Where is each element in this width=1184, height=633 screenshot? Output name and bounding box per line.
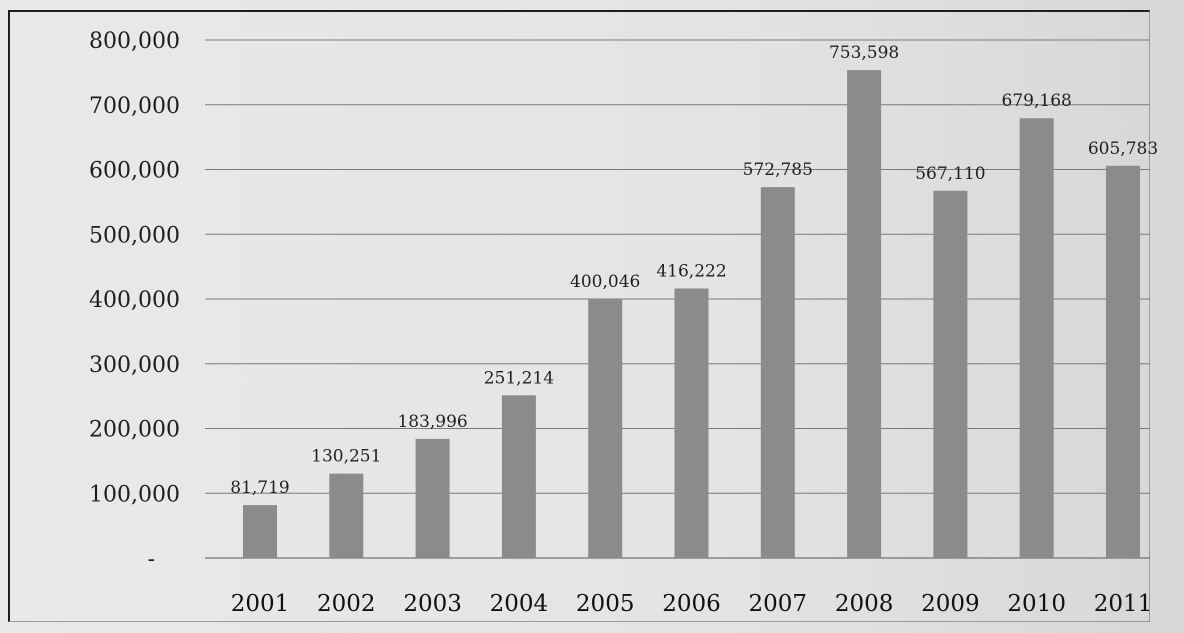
chart-frame xyxy=(8,10,1150,622)
bar-2001 xyxy=(243,505,277,558)
data-label-2007: 572,785 xyxy=(743,160,813,180)
bar-2006 xyxy=(674,288,709,558)
y-tick-label: 600,000 xyxy=(89,159,180,184)
y-tick-label: 300,000 xyxy=(89,353,180,378)
bar-2003 xyxy=(415,438,450,558)
x-tick-label-2003: 2003 xyxy=(403,591,462,617)
y-tick-label: - xyxy=(148,547,155,572)
bar-2010 xyxy=(1019,118,1054,559)
data-label-2003: 183,996 xyxy=(397,412,467,432)
x-tick-label-2004: 2004 xyxy=(490,591,549,617)
bar-2004 xyxy=(501,395,536,558)
x-tick-label-2006: 2006 xyxy=(662,591,721,617)
bar-2011 xyxy=(1106,165,1140,559)
data-label-2004: 251,214 xyxy=(484,368,554,388)
data-label-2006: 416,222 xyxy=(656,261,726,281)
bar-2002 xyxy=(329,473,364,558)
data-labels: 81,719 130,251 183,996 251,214 400,046 416,22… xyxy=(230,43,1158,498)
y-axis-tick-labels: - 100,000 200,000 300,000 400,000 500,000 600,… xyxy=(89,29,180,572)
x-tick-label-2011: 2011 xyxy=(1094,591,1153,617)
data-label-2001: 81,719 xyxy=(230,478,289,498)
data-label-2002: 130,251 xyxy=(311,447,381,467)
x-tick-label-2008: 2008 xyxy=(835,591,894,617)
x-tick-label-2010: 2010 xyxy=(1007,591,1066,617)
data-label-2005: 400,046 xyxy=(570,272,640,292)
bar-2005 xyxy=(588,298,623,558)
x-tick-label-2001: 2001 xyxy=(231,591,290,617)
x-tick-label-2009: 2009 xyxy=(921,591,980,617)
bar-2009 xyxy=(933,190,968,559)
x-tick-label-2005: 2005 xyxy=(576,591,635,617)
bars xyxy=(243,70,1140,559)
y-tick-label: 200,000 xyxy=(89,418,180,443)
bar-2007 xyxy=(760,187,795,559)
y-tick-label: 400,000 xyxy=(89,288,180,313)
data-label-2010: 679,168 xyxy=(1002,91,1072,111)
x-tick-label-2007: 2007 xyxy=(749,591,808,617)
data-label-2008: 753,598 xyxy=(829,43,899,63)
y-tick-label: 100,000 xyxy=(89,482,180,507)
bar-2008 xyxy=(847,70,882,559)
data-label-2009: 567,110 xyxy=(915,164,985,184)
x-tick-label-2002: 2002 xyxy=(317,591,376,617)
x-axis-tick-labels: 2001 2002 2003 2004 2005 2006 2007 2008 2009 2010… xyxy=(231,591,1153,617)
y-tick-label: 700,000 xyxy=(89,94,180,119)
data-label-2011: 605,783 xyxy=(1088,139,1158,159)
y-tick-label: 800,000 xyxy=(89,29,180,54)
y-tick-label: 500,000 xyxy=(89,223,180,248)
